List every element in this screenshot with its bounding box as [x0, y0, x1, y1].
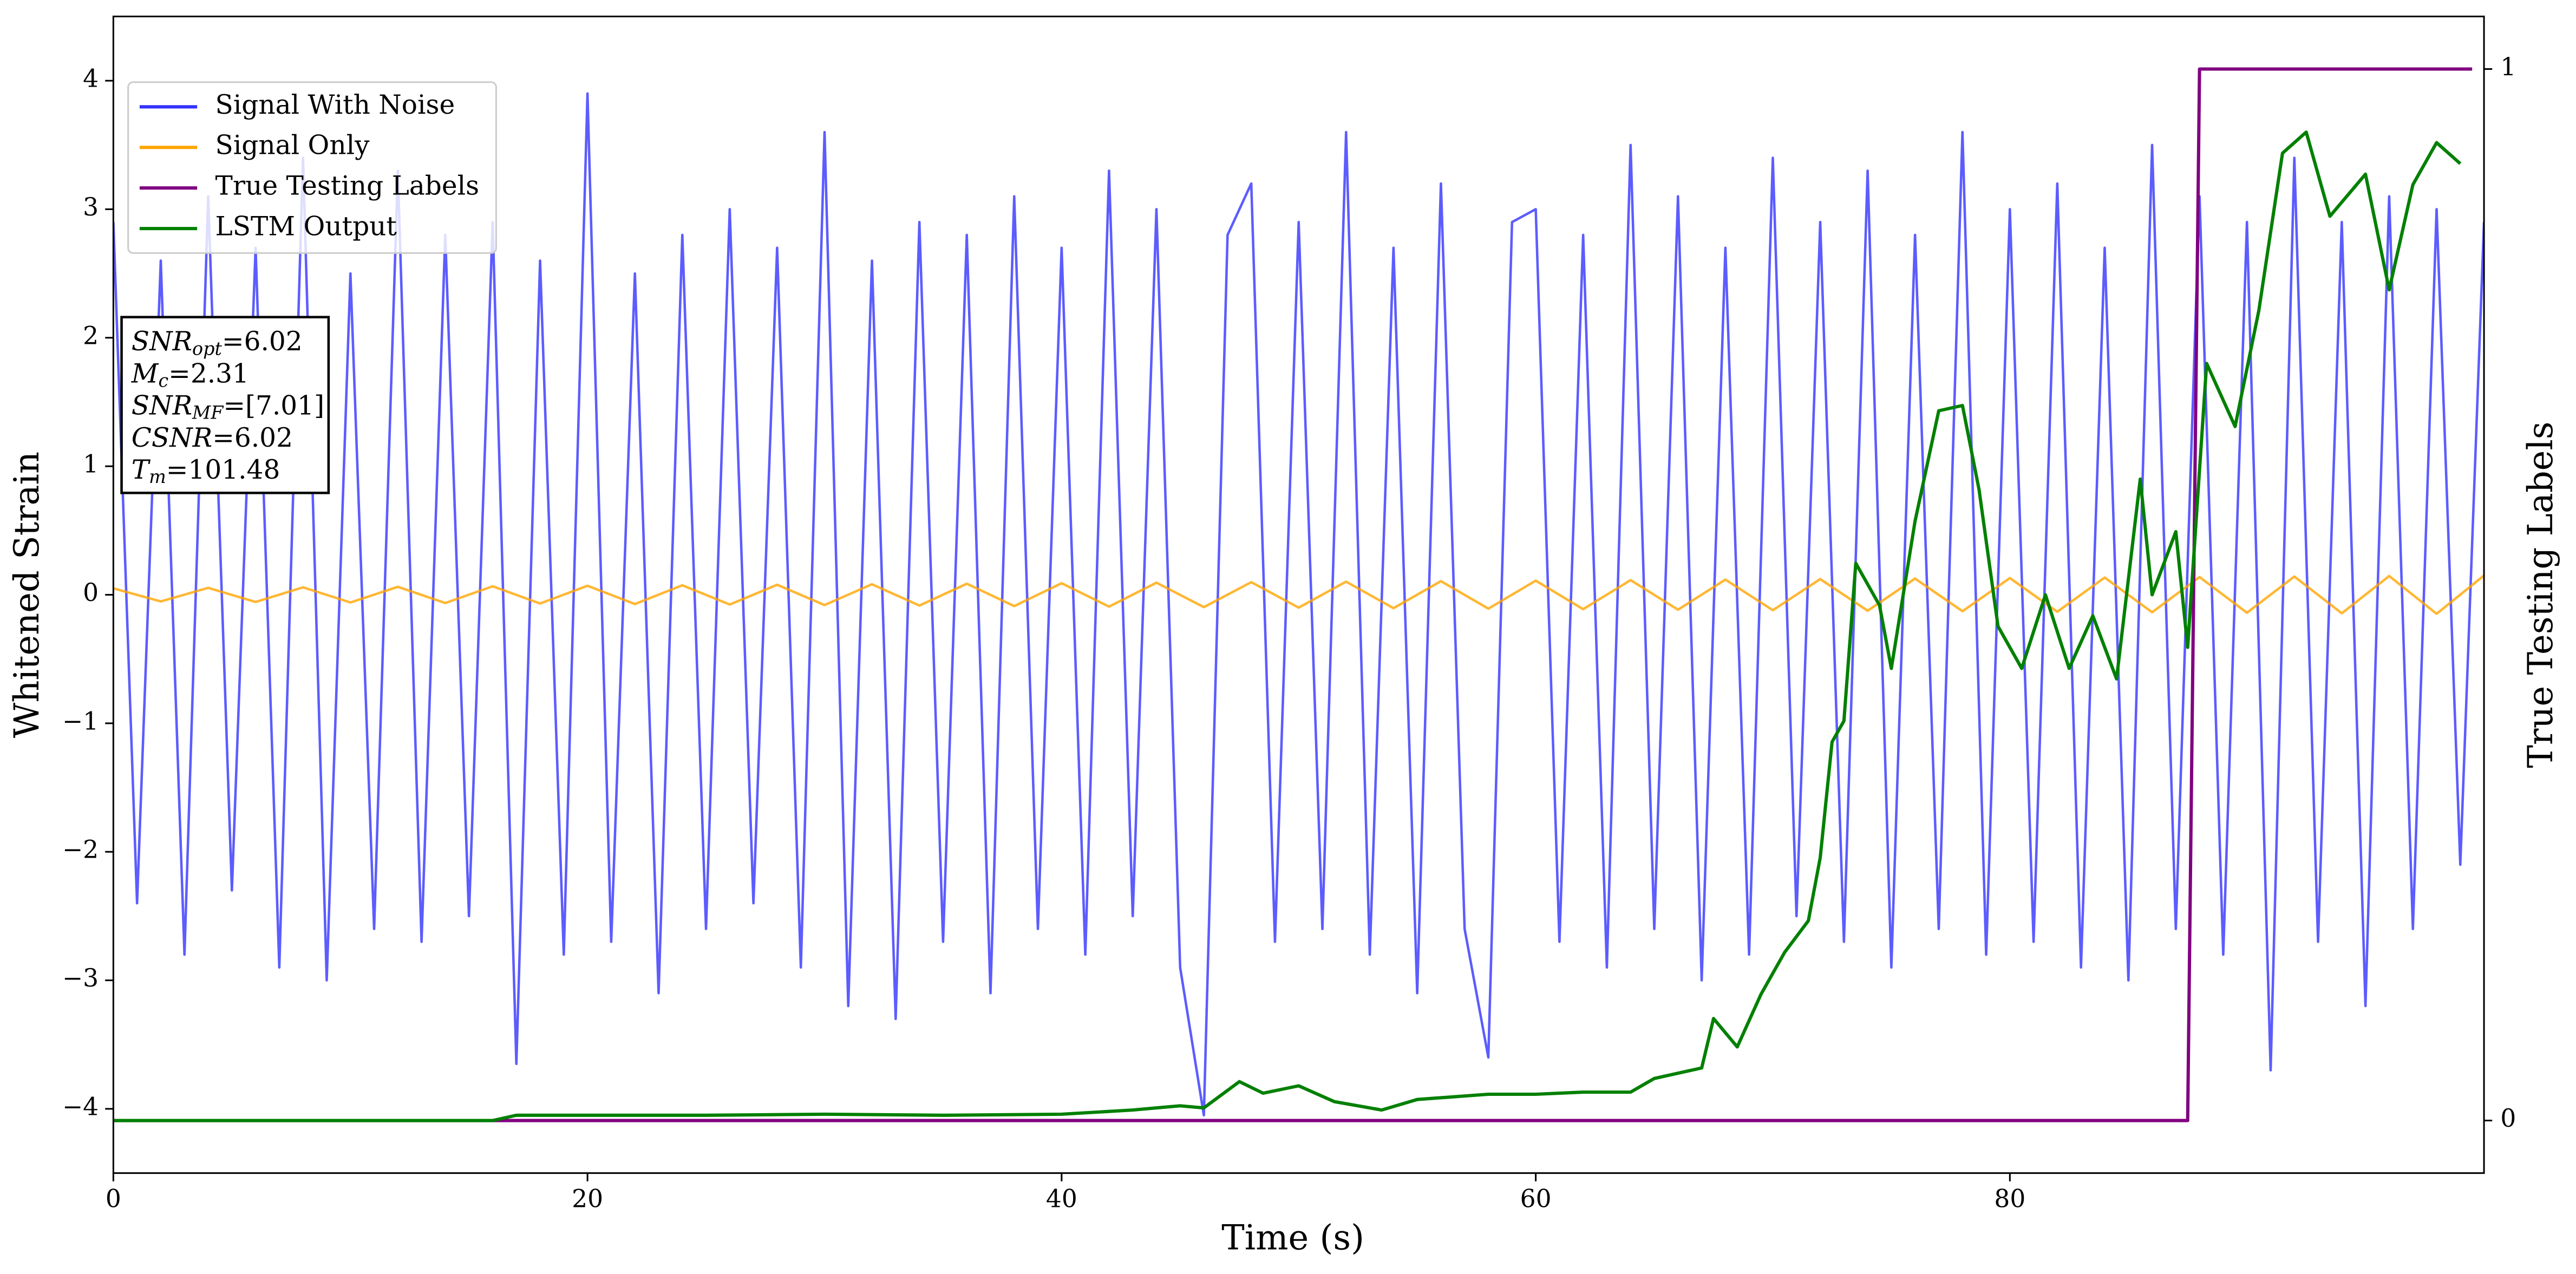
series-line: [113, 574, 2485, 615]
annotation-value: =6.02: [222, 326, 303, 357]
annotation-line: Tm=101.48: [132, 454, 280, 487]
x-tick-label: 20: [572, 1185, 603, 1213]
annotation-main: M: [131, 358, 159, 389]
y2-axis-title: True Testing Labels: [2521, 422, 2561, 768]
y-axis-title: Whitened Strain: [7, 452, 47, 738]
y-tick-label: 2: [83, 321, 99, 350]
y-tick-label: −3: [62, 964, 99, 992]
x-tick-label: 60: [1520, 1185, 1552, 1213]
annotation-sub: m: [149, 466, 166, 487]
y-tick-label: 1: [83, 450, 99, 479]
annotation-sub: c: [158, 370, 168, 391]
plot-area: [113, 67, 2485, 1122]
annotation-value: =101.48: [166, 454, 280, 485]
y-tick-label: −4: [62, 1092, 99, 1121]
annotation-value: =6.02: [212, 422, 293, 453]
y2-tick-label: 1: [2500, 53, 2516, 81]
annotation-main: SNR: [132, 390, 192, 421]
y-tick-label: 3: [83, 193, 99, 221]
annotation-sub: opt: [192, 338, 222, 359]
annotation-line: SNRopt=6.02: [132, 326, 303, 360]
legend-label: Signal With Noise: [215, 90, 455, 120]
annotation-value: =[7.01]: [223, 390, 324, 421]
y-tick-label: −2: [62, 835, 99, 864]
annotation-box: [120, 316, 330, 494]
annotation-main: SNR: [132, 326, 192, 357]
annotation-line: Mc=2.31: [131, 358, 249, 391]
x-tick-label: 40: [1046, 1185, 1077, 1213]
legend-box: [127, 81, 497, 254]
y-tick-label: 0: [83, 578, 99, 607]
x-tick-label: 0: [106, 1185, 121, 1213]
annotation-value: =2.31: [168, 358, 249, 389]
legend-label: Signal Only: [215, 130, 370, 161]
x-tick-label: 80: [1994, 1185, 2025, 1213]
y-tick-label: −1: [62, 707, 99, 735]
series-line: [113, 130, 2462, 1122]
legend-label: True Testing Labels: [215, 171, 480, 201]
annotation-main: CSNR: [132, 422, 212, 453]
annotation-main: T: [132, 454, 151, 485]
y2-tick-label: 0: [2500, 1104, 2516, 1133]
series-line: [113, 92, 2485, 1117]
annotation-line: SNRMF=[7.01]: [132, 390, 324, 423]
series-line: [113, 67, 2473, 1122]
y-tick-label: 4: [83, 64, 99, 93]
legend-label: LSTM Output: [215, 212, 397, 242]
annotation-line: CSNR=6.02: [132, 422, 293, 453]
x-axis-title: Time (s): [1221, 1218, 1364, 1258]
annotation-sub: MF: [192, 402, 224, 423]
